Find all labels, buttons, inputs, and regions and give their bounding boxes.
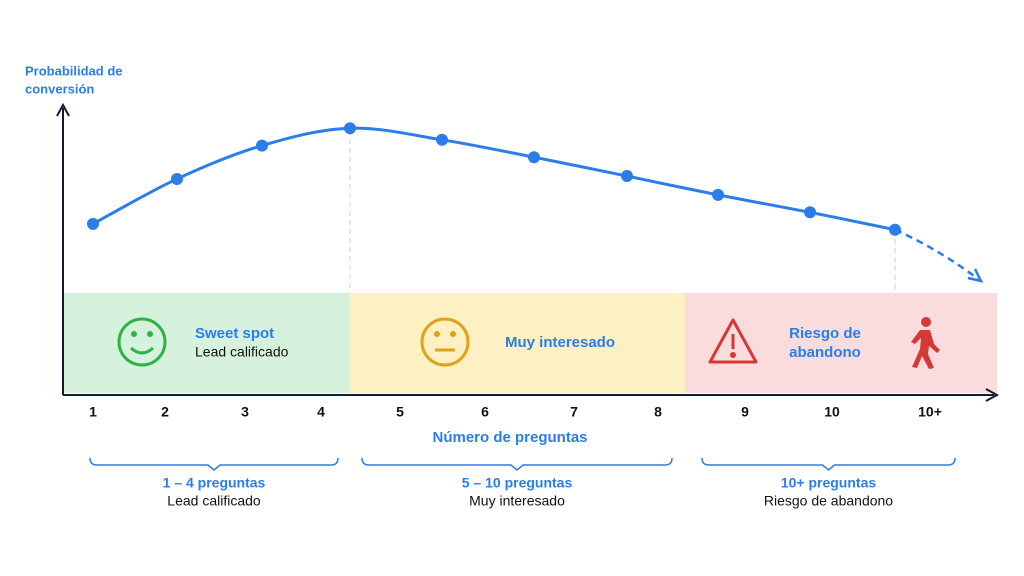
trend-arrow [894, 228, 979, 280]
warning-icon [708, 318, 758, 364]
x-tick-label: 8 [654, 404, 662, 420]
zone-title: Riesgo de [789, 325, 861, 342]
point [256, 139, 268, 152]
group-title: 10+ preguntas [781, 475, 877, 491]
point [889, 223, 901, 236]
trend-arrow-head [967, 268, 984, 283]
y-arrow [56, 102, 70, 117]
x-tick-label: 10+ [918, 404, 942, 420]
x-tick-label: 1 [89, 404, 97, 420]
neutral-icon [420, 317, 470, 367]
zone-green [63, 293, 350, 393]
x-tick-label: 5 [396, 404, 404, 420]
x-tick-label: 2 [161, 404, 169, 420]
group-title: 5 – 10 preguntas [462, 475, 573, 491]
group-subtitle: Lead calificado [167, 493, 261, 509]
x-tick-label: 7 [570, 404, 578, 420]
x-arrow [985, 388, 1000, 402]
x-tick-label: 6 [481, 404, 489, 420]
group-subtitle: Muy interesado [469, 493, 565, 509]
group-title: 1 – 4 preguntas [163, 475, 266, 491]
point [87, 217, 99, 230]
x-tick-label: 10 [824, 404, 840, 420]
zone-red [685, 293, 997, 393]
point [344, 122, 356, 135]
x-tick-label: 4 [317, 404, 325, 420]
smile-icon [117, 317, 167, 367]
x-tick-label: 9 [741, 404, 749, 420]
group-subtitle: Riesgo de abandono [764, 493, 893, 509]
point [804, 206, 816, 219]
zone-subtitle: Lead calificado [195, 344, 289, 360]
x-axis-title: Número de preguntas [432, 429, 587, 446]
point [712, 188, 724, 201]
bracket [361, 457, 673, 471]
zone-title: abandono [789, 344, 861, 361]
point [528, 151, 540, 164]
point [171, 172, 183, 185]
zone-yellow [350, 293, 685, 393]
zone-title: Sweet spot [195, 325, 274, 342]
y-axis-title: conversión [25, 81, 94, 96]
bracket [89, 457, 339, 471]
point [621, 170, 633, 183]
y-axis-title: Probabilidad de [25, 63, 123, 78]
bracket [701, 457, 956, 471]
point [436, 133, 448, 146]
walker-icon [911, 317, 940, 369]
zone-title: Muy interesado [505, 334, 615, 351]
x-tick-label: 3 [241, 404, 249, 420]
line [92, 126, 896, 232]
